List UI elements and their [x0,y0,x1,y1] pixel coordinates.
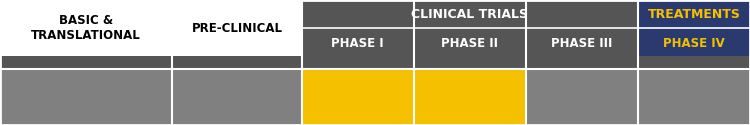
Bar [0,69,172,125]
Text: PHASE II: PHASE II [441,37,498,50]
Text: CLINICAL TRIALS: CLINICAL TRIALS [411,8,528,20]
Text: BASIC &
TRANSLATIONAL: BASIC & TRANSLATIONAL [32,14,141,42]
Bar [414,69,526,125]
Bar [172,0,302,56]
Text: PHASE IV: PHASE IV [663,37,724,50]
Bar [302,0,638,56]
Text: PHASE I: PHASE I [332,37,384,50]
Bar [302,69,414,125]
Bar [638,69,750,125]
Bar [526,69,638,125]
Bar [638,0,750,56]
Bar [172,69,302,125]
Bar [0,0,172,56]
Text: PHASE III: PHASE III [551,37,613,50]
Text: TREATMENTS: TREATMENTS [647,8,740,20]
Text: PRE-CLINICAL: PRE-CLINICAL [191,22,283,35]
